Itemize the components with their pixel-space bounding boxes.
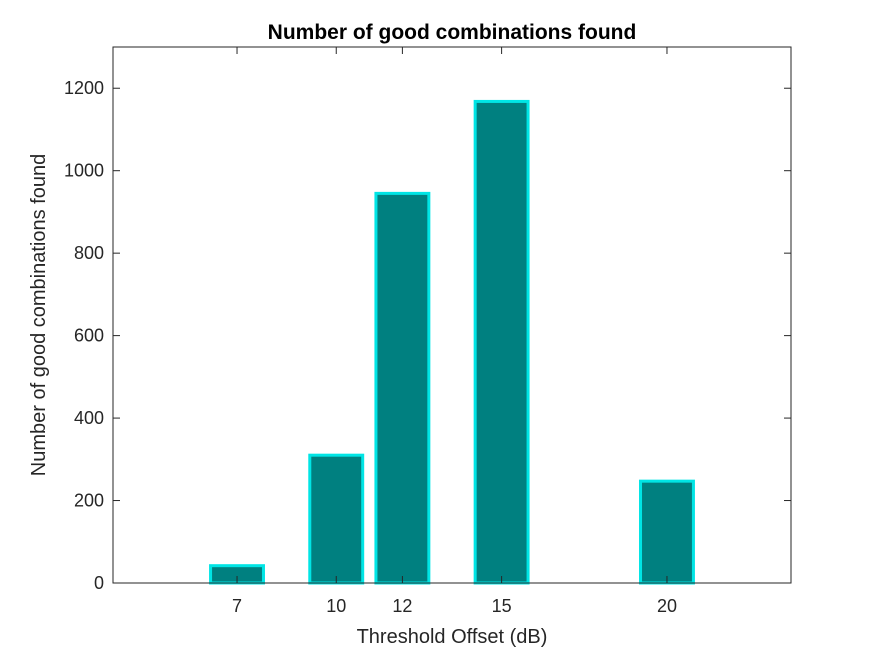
y-axis-ticks: 0 200 400 600 800 1000 1200	[64, 78, 791, 593]
x-axis-ticks: 7 10 12 15 20	[232, 47, 677, 616]
bar-15	[473, 99, 530, 585]
x-tick-label: 15	[492, 596, 512, 616]
y-tick-label: 0	[94, 573, 104, 593]
x-tick-label: 7	[232, 596, 242, 616]
y-tick-label: 800	[74, 243, 104, 263]
chart-title: Number of good combinations found	[268, 21, 637, 44]
y-tick-label: 1000	[64, 161, 104, 181]
y-tick-label: 600	[74, 326, 104, 346]
x-tick-label: 20	[657, 596, 677, 616]
x-tick-label: 10	[326, 596, 346, 616]
bar-12	[374, 191, 431, 585]
bars-layer	[209, 99, 695, 585]
y-tick-label: 1200	[64, 78, 104, 98]
x-axis-label: Threshold Offset (dB)	[357, 626, 548, 648]
plot-area-frame	[112, 46, 792, 584]
x-tick-label: 12	[392, 596, 412, 616]
y-axis-label: Number of good combinations found	[28, 154, 50, 476]
y-tick-label: 200	[74, 491, 104, 511]
bar-10	[308, 453, 365, 585]
y-tick-label: 400	[74, 408, 104, 428]
bar-20	[639, 479, 695, 585]
